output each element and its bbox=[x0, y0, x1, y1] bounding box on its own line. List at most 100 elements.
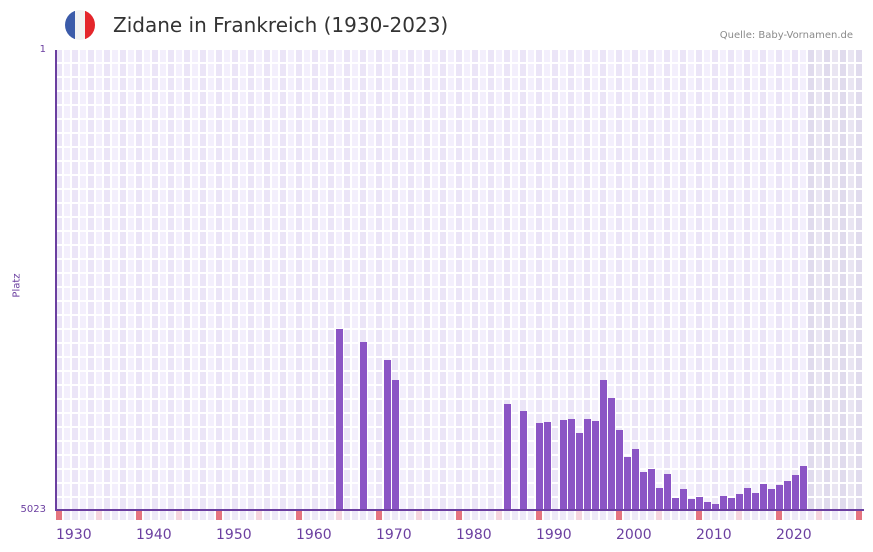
plot-area bbox=[56, 50, 864, 510]
bar-1999[interactable] bbox=[608, 398, 615, 510]
grid-column bbox=[472, 50, 480, 510]
bar-1986[interactable] bbox=[504, 404, 511, 510]
bar-1988[interactable] bbox=[520, 411, 527, 510]
bar-1996[interactable] bbox=[584, 419, 591, 510]
bar-1971[interactable] bbox=[384, 359, 391, 510]
grid-column bbox=[696, 50, 704, 510]
grid-column bbox=[144, 50, 152, 510]
bar-2020[interactable] bbox=[776, 485, 783, 510]
grid-column bbox=[448, 50, 456, 510]
year-marker bbox=[632, 511, 638, 520]
france-flag-icon bbox=[65, 10, 95, 40]
grid-column bbox=[848, 50, 856, 510]
bar-2011[interactable] bbox=[704, 502, 711, 510]
year-marker bbox=[672, 511, 678, 520]
grid-column bbox=[320, 50, 328, 510]
bar-2010[interactable] bbox=[696, 497, 703, 510]
grid-column bbox=[560, 50, 568, 510]
year-marker bbox=[728, 511, 734, 520]
x-tick-label: 1960 bbox=[296, 527, 332, 543]
grid-column bbox=[80, 50, 88, 510]
year-marker bbox=[392, 511, 398, 520]
bar-1994[interactable] bbox=[568, 419, 575, 510]
grid-column bbox=[96, 50, 104, 510]
year-marker bbox=[136, 511, 142, 520]
bar-2017[interactable] bbox=[752, 493, 759, 510]
grid-column bbox=[728, 50, 736, 510]
bar-2023[interactable] bbox=[800, 466, 807, 510]
year-marker bbox=[488, 511, 494, 520]
x-tick-label: 1930 bbox=[56, 527, 92, 543]
x-tick-label: 1980 bbox=[456, 527, 492, 543]
bar-1965[interactable] bbox=[336, 329, 343, 510]
year-marker bbox=[184, 511, 190, 520]
bar-2013[interactable] bbox=[720, 496, 727, 510]
grid-column bbox=[800, 50, 808, 510]
grid-column bbox=[584, 50, 592, 510]
year-marker bbox=[568, 511, 574, 520]
year-marker bbox=[712, 511, 718, 520]
bar-2009[interactable] bbox=[688, 499, 695, 510]
grid bbox=[56, 50, 864, 510]
grid-column bbox=[248, 50, 256, 510]
year-marker bbox=[384, 511, 390, 520]
year-marker bbox=[296, 511, 302, 520]
year-marker bbox=[592, 511, 598, 520]
bar-2008[interactable] bbox=[680, 489, 687, 510]
bar-2016[interactable] bbox=[744, 488, 751, 510]
grid-column bbox=[288, 50, 296, 510]
bar-2014[interactable] bbox=[728, 498, 735, 510]
bar-2015[interactable] bbox=[736, 494, 743, 510]
grid-column bbox=[512, 50, 520, 510]
year-marker bbox=[736, 511, 742, 520]
year-marker bbox=[200, 511, 206, 520]
year-marker bbox=[400, 511, 406, 520]
bar-2002[interactable] bbox=[632, 449, 639, 510]
year-marker bbox=[272, 511, 278, 520]
bar-2006[interactable] bbox=[664, 474, 671, 510]
bar-2021[interactable] bbox=[784, 481, 791, 510]
year-marker bbox=[368, 511, 374, 520]
bar-2007[interactable] bbox=[672, 498, 679, 510]
y-tick-bottom: 5023 bbox=[20, 504, 46, 515]
bar-2003[interactable] bbox=[640, 472, 647, 510]
x-tick-label: 1950 bbox=[216, 527, 252, 543]
bar-1995[interactable] bbox=[576, 433, 583, 510]
bar-1990[interactable] bbox=[536, 423, 543, 510]
year-marker bbox=[352, 511, 358, 520]
grid-column bbox=[184, 50, 192, 510]
bar-2018[interactable] bbox=[760, 484, 767, 510]
bar-1997[interactable] bbox=[592, 421, 599, 510]
bar-2012[interactable] bbox=[712, 504, 719, 510]
bar-1993[interactable] bbox=[560, 420, 567, 510]
x-tick-label: 2000 bbox=[616, 527, 652, 543]
bar-2004[interactable] bbox=[648, 469, 655, 510]
bar-2000[interactable] bbox=[616, 430, 623, 510]
bar-2019[interactable] bbox=[768, 489, 775, 510]
bar-2001[interactable] bbox=[624, 457, 631, 510]
year-marker bbox=[96, 511, 102, 520]
year-marker bbox=[616, 511, 622, 520]
year-marker bbox=[144, 511, 150, 520]
year-marker bbox=[320, 511, 326, 520]
grid-column bbox=[56, 50, 64, 510]
grid-column bbox=[64, 50, 72, 510]
bar-1968[interactable] bbox=[360, 342, 367, 510]
year-marker bbox=[472, 511, 478, 520]
bar-1998[interactable] bbox=[600, 380, 607, 510]
year-marker bbox=[832, 511, 838, 520]
year-marker bbox=[480, 511, 486, 520]
year-marker bbox=[768, 511, 774, 520]
bar-1991[interactable] bbox=[544, 422, 551, 510]
grid-column bbox=[808, 50, 816, 510]
year-marker bbox=[680, 511, 686, 520]
year-marker bbox=[176, 511, 182, 520]
year-marker bbox=[648, 511, 654, 520]
x-tick-label: 1940 bbox=[136, 527, 172, 543]
grid-column bbox=[432, 50, 440, 510]
bar-1972[interactable] bbox=[392, 380, 399, 510]
x-axis-line bbox=[55, 509, 864, 511]
grid-column bbox=[160, 50, 168, 510]
bar-2022[interactable] bbox=[792, 475, 799, 510]
bar-2005[interactable] bbox=[656, 488, 663, 510]
